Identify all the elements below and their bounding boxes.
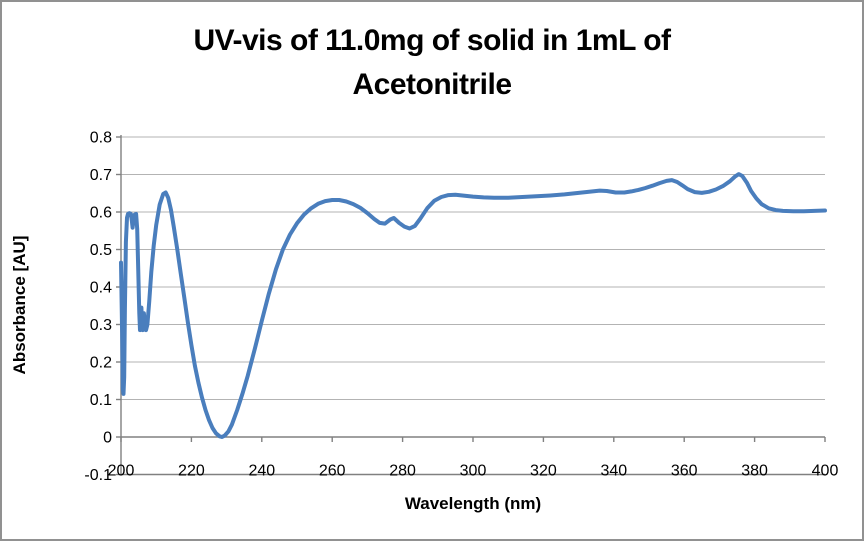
- x-tick-label: 200: [108, 463, 135, 480]
- x-tick-label: 380: [741, 463, 768, 480]
- x-axis-title: Wavelength (nm): [404, 494, 542, 513]
- y-tick-label: 0.2: [90, 355, 112, 372]
- x-tick-label: 220: [178, 463, 205, 480]
- x-tick-label: 400: [812, 463, 839, 480]
- y-tick-label: 0.5: [90, 242, 112, 259]
- chart-title-line2: Acetonitrile: [352, 68, 512, 101]
- y-tick-label: 0.8: [90, 130, 112, 147]
- y-tick-label: 0.4: [90, 280, 112, 297]
- x-tick-label: 360: [671, 463, 698, 480]
- x-tick-label: 240: [248, 463, 275, 480]
- y-tick-label: 0.7: [90, 167, 112, 184]
- x-tick-label: 320: [530, 463, 557, 480]
- x-tick-label: 300: [460, 463, 487, 480]
- chart-title-line1: UV-vis of 11.0mg of solid in 1mL of: [193, 24, 671, 57]
- chart-title: UV-vis of 11.0mg of solid in 1mL of Acet…: [2, 19, 862, 107]
- x-tick-label: 340: [600, 463, 627, 480]
- y-tick-label: 0.3: [90, 317, 112, 334]
- y-tick-label: 0.6: [90, 205, 112, 222]
- y-tick-label: -0.1: [84, 467, 112, 484]
- y-axis-title: Absorbance [AU]: [10, 235, 29, 375]
- x-tick-label: 280: [389, 463, 416, 480]
- x-tick-label: 260: [319, 463, 346, 480]
- y-tick-label: 0: [103, 430, 112, 447]
- spectrum-line: [119, 172, 827, 439]
- y-tick-label: 0.1: [90, 392, 112, 409]
